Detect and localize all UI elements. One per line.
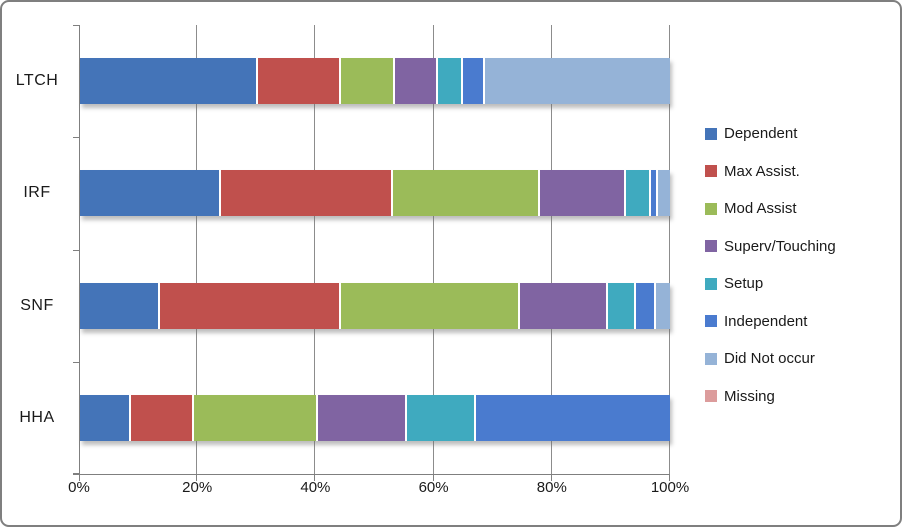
- legend-item-mod-assist: Mod Assist: [705, 190, 900, 228]
- x-axis-tick: [432, 474, 434, 481]
- legend-swatch-icon: [705, 202, 717, 215]
- bar-segment-ltch-did-not-occur: [485, 58, 670, 105]
- legend-item-superv-touching: Superv/Touching: [705, 228, 900, 266]
- legend-label: Dependent: [724, 125, 798, 143]
- bar-band-irf: [80, 137, 671, 249]
- bar-segment-ltch-dependent: [80, 58, 259, 105]
- legend-item-independent: Independent: [705, 303, 900, 341]
- legend-item-did-not-occur: Did Not occur: [705, 340, 900, 378]
- y-axis-tick: [73, 249, 79, 251]
- bar-segment-irf-setup: [625, 170, 651, 217]
- legend-swatch-icon: [705, 390, 717, 403]
- legend-swatch-icon: [705, 240, 717, 253]
- legend-label: Missing: [724, 387, 775, 405]
- x-axis-tick-labels: 0% 20% 40% 60% 80% 100%: [68, 479, 689, 501]
- legend-label: Mod Assist: [724, 200, 797, 218]
- bar-segment-hha-superv-touching: [318, 394, 407, 441]
- category-label-ltch: LTCH: [15, 72, 59, 90]
- category-label-irf: IRF: [23, 184, 51, 202]
- bar-segment-snf-did-not-occur: [655, 282, 671, 329]
- gridline-40: [314, 25, 316, 474]
- bar-band-snf: [80, 250, 671, 362]
- bar-segment-snf-mod-assist: [341, 282, 520, 329]
- category-band: IRF: [2, 137, 72, 249]
- bar-segment-irf-dependent: [80, 170, 221, 217]
- bar-segment-ltch-superv-touching: [395, 58, 438, 105]
- bars-container: [80, 25, 671, 474]
- y-axis-line: [79, 25, 80, 474]
- legend-item-dependent: Dependent: [705, 115, 900, 153]
- x-tick-label-80: 80%: [536, 479, 567, 496]
- x-tick-label-60: 60%: [418, 479, 449, 496]
- legend-label: Max Assist.: [724, 162, 800, 180]
- bar-segment-hha-dependent: [80, 394, 132, 441]
- x-tick-label-0: 0%: [68, 479, 90, 496]
- legend: Dependent Max Assist. Mod Assist Superv/Tou…: [705, 115, 900, 415]
- category-band: SNF: [2, 250, 72, 362]
- legend-item-max-assist: Max Assist.: [705, 153, 900, 191]
- y-axis-category-labels: LTCH IRF SNF HHA: [2, 25, 72, 474]
- bar-segment-hha-setup: [407, 394, 476, 441]
- bar-segment-irf-independent: [650, 170, 659, 217]
- bar-segment-irf-mod-assist: [393, 170, 540, 217]
- legend-swatch-icon: [705, 352, 717, 365]
- x-axis-line: [73, 474, 670, 475]
- legend-label: Superv/Touching: [724, 237, 836, 255]
- x-axis-tick: [79, 474, 80, 481]
- category-band: HHA: [2, 362, 72, 474]
- legend-swatch-icon: [705, 127, 717, 140]
- category-label-snf: SNF: [20, 296, 54, 314]
- gridline-60: [432, 25, 434, 474]
- stacked-bar-hha: [80, 394, 670, 441]
- y-axis-tick: [73, 473, 79, 474]
- legend-label: Did Not occur: [724, 350, 815, 368]
- x-axis-tick: [196, 474, 198, 481]
- bar-segment-irf-superv-touching: [539, 170, 626, 217]
- gridline-100: [669, 25, 670, 474]
- legend-item-missing: Missing: [705, 378, 900, 416]
- legend-item-setup: Setup: [705, 265, 900, 303]
- bar-segment-ltch-setup: [437, 58, 463, 105]
- x-axis-tick: [550, 474, 552, 481]
- legend-swatch-icon: [705, 315, 717, 328]
- bar-segment-hha-mod-assist: [194, 394, 318, 441]
- y-axis-tick: [73, 361, 79, 363]
- bar-segment-snf-superv-touching: [519, 282, 609, 329]
- bar-segment-hha-independent: [475, 394, 670, 441]
- legend-label: Independent: [724, 312, 808, 330]
- bar-band-ltch: [80, 25, 670, 137]
- gridline-80: [550, 25, 552, 474]
- category-band: LTCH: [2, 25, 72, 137]
- bar-segment-ltch-max-assist: [258, 58, 342, 105]
- legend-label: Setup: [724, 275, 764, 293]
- legend-swatch-icon: [705, 277, 717, 290]
- bar-segment-snf-independent: [636, 282, 656, 329]
- stacked-bar-irf: [80, 170, 671, 217]
- x-tick-label-100: 100%: [650, 479, 690, 496]
- y-axis-tick: [73, 25, 79, 26]
- bar-segment-irf-max-assist: [220, 170, 394, 217]
- bar-segment-ltch-independent: [462, 58, 486, 105]
- bar-segment-snf-setup: [608, 282, 637, 329]
- x-axis-tick: [314, 474, 316, 481]
- x-tick-label-20: 20%: [182, 479, 213, 496]
- bar-segment-irf-did-not-occur: [658, 170, 671, 217]
- stacked-bar-ltch: [80, 58, 670, 105]
- legend-swatch-icon: [705, 165, 717, 178]
- bar-segment-hha-max-assist: [131, 394, 195, 441]
- x-axis-tick: [669, 474, 670, 481]
- bar-band-hha: [80, 362, 670, 474]
- bar-segment-snf-dependent: [80, 282, 161, 329]
- plot-area: [73, 25, 671, 481]
- bar-segment-snf-max-assist: [160, 282, 342, 329]
- x-tick-label-40: 40%: [300, 479, 331, 496]
- bar-segment-ltch-mod-assist: [341, 58, 396, 105]
- y-axis-tick: [73, 137, 79, 139]
- category-label-hha: HHA: [19, 408, 55, 426]
- gridline-20: [196, 25, 198, 474]
- stacked-bar-snf: [80, 282, 671, 329]
